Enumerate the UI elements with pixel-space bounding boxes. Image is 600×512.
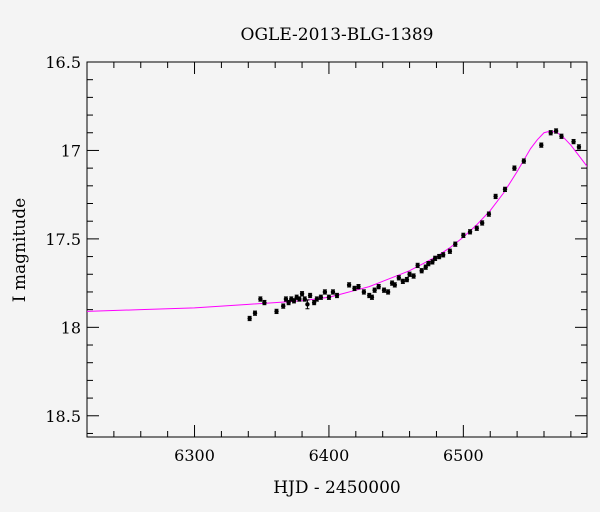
data-point	[330, 289, 336, 295]
data-point	[352, 286, 357, 291]
data-point	[262, 300, 267, 305]
data-point	[559, 134, 564, 139]
data-point	[571, 139, 576, 144]
data-point	[314, 296, 320, 302]
data-point	[493, 194, 498, 199]
data-point	[440, 252, 446, 258]
data-point	[305, 302, 310, 307]
data-point	[385, 289, 391, 295]
data-point	[474, 226, 479, 231]
data-point	[539, 142, 544, 148]
data-point	[372, 287, 377, 293]
data-point	[252, 310, 258, 316]
data-point	[346, 282, 352, 288]
data-point	[461, 233, 466, 238]
y-tick-label: 17	[61, 141, 81, 160]
data-point	[307, 293, 313, 298]
data-point	[334, 293, 340, 298]
data-point	[576, 144, 582, 150]
axis-ticks	[86, 61, 587, 437]
plot-frame	[86, 61, 588, 438]
y-tick-label: 18	[61, 318, 81, 337]
data-point	[553, 128, 559, 134]
data-point	[400, 279, 406, 284]
tick-labels: 6300 6400 6500 16.5 17 17.5 18 18.5	[45, 53, 483, 465]
data-point	[326, 295, 332, 300]
data-point	[299, 291, 305, 296]
data-point	[392, 282, 397, 288]
data-point	[512, 165, 517, 171]
x-tick-label: 6400	[309, 446, 350, 465]
data-point	[258, 296, 263, 302]
data-point	[548, 130, 553, 135]
data-point	[247, 316, 252, 321]
data-point	[381, 287, 387, 293]
data-point	[415, 263, 420, 268]
data-point	[281, 303, 286, 309]
x-axis-label: HJD - 2450000	[273, 478, 401, 498]
data-point	[297, 296, 302, 302]
data-point	[274, 309, 279, 314]
y-tick-label: 17.5	[45, 230, 81, 249]
plot-area	[87, 128, 587, 322]
data-point	[419, 268, 424, 273]
y-tick-label: 18.5	[45, 407, 81, 426]
data-point	[411, 273, 416, 279]
data-point	[404, 277, 410, 282]
data-point	[407, 272, 412, 277]
data-point	[436, 254, 442, 259]
y-tick-label: 16.5	[45, 53, 81, 72]
data-point	[396, 275, 402, 281]
data-point	[453, 241, 458, 247]
data-point	[479, 220, 485, 226]
data-point	[521, 158, 527, 164]
data-point	[369, 295, 375, 300]
data-point	[318, 295, 324, 300]
y-axis-label: I magnitude	[10, 198, 30, 302]
data-point	[302, 296, 307, 302]
x-tick-label: 6300	[174, 446, 215, 465]
data-point	[376, 284, 381, 289]
x-tick-label: 6500	[443, 446, 484, 465]
data-point	[447, 249, 453, 254]
data-point	[426, 261, 431, 266]
data-point	[356, 284, 361, 289]
model-curve	[87, 130, 587, 312]
data-point	[486, 211, 492, 217]
data-point	[467, 229, 473, 235]
data-point	[502, 187, 508, 192]
chart-title: OGLE-2013-BLG-1389	[241, 25, 434, 45]
data-point	[322, 289, 328, 295]
data-point	[432, 256, 438, 261]
data-point	[361, 289, 367, 295]
